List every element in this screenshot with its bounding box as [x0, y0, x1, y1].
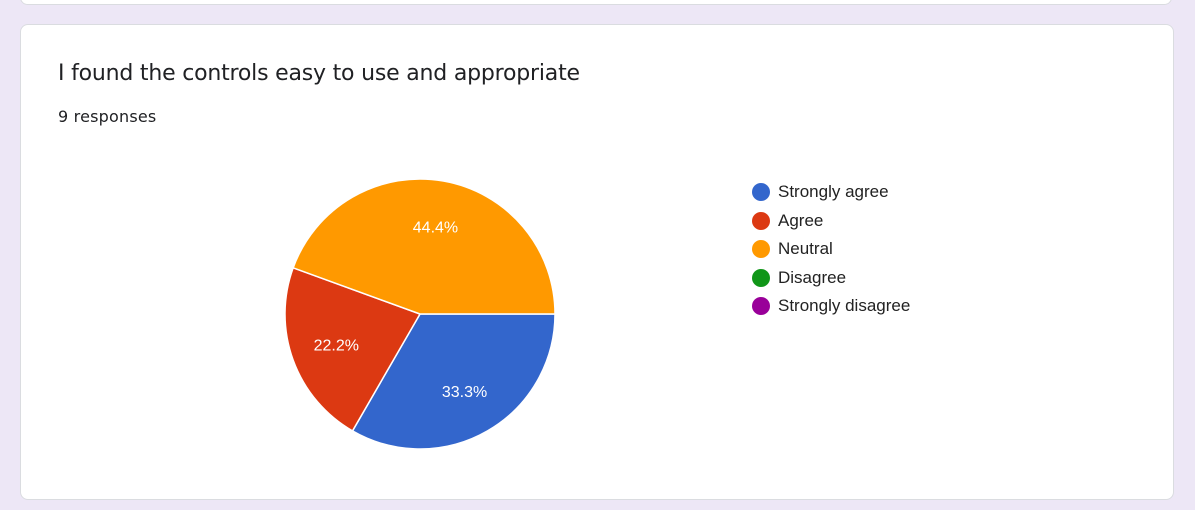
question-title: I found the controls easy to use and app… [58, 61, 580, 86]
legend-color-swatch [752, 211, 770, 230]
legend-color-swatch [752, 183, 770, 202]
chart-legend: Strongly agree Agree Neutral Disagree Strong… [752, 178, 910, 321]
legend-item-agree[interactable]: Agree [752, 207, 910, 236]
legend-color-swatch [752, 268, 770, 287]
pie-slice-agree[interactable] [284, 266, 422, 432]
pie-slices [284, 178, 556, 450]
legend-color-swatch [752, 297, 770, 316]
legend-label: Agree [778, 210, 824, 230]
legend-item-strongly-agree[interactable]: Strongly agree [752, 178, 910, 207]
legend-color-swatch [752, 240, 770, 259]
pie-chart: 33.3% 22.2% 44.4% [284, 178, 556, 450]
slice-label: 22.2% [314, 337, 359, 354]
legend-label: Neutral [778, 239, 833, 259]
previous-question-card [20, 0, 1172, 5]
legend-label: Strongly agree [778, 182, 889, 202]
legend-label: Strongly disagree [778, 296, 911, 316]
response-count: 9 responses [58, 107, 157, 126]
slice-label: 33.3% [442, 384, 487, 401]
pie-labels: 33.3% 22.2% 44.4% [314, 219, 488, 401]
pie-slice-neutral[interactable] [292, 178, 556, 315]
legend-label: Disagree [778, 267, 847, 287]
legend-item-disagree[interactable]: Disagree [752, 264, 910, 293]
pie-slice-strongly-agree[interactable] [351, 313, 556, 450]
question-summary-card: I found the controls easy to use and app… [20, 24, 1174, 500]
slice-label: 44.4% [413, 219, 458, 236]
legend-item-neutral[interactable]: Neutral [752, 235, 910, 264]
legend-item-strongly-disagree[interactable]: Strongly disagree [752, 292, 910, 321]
